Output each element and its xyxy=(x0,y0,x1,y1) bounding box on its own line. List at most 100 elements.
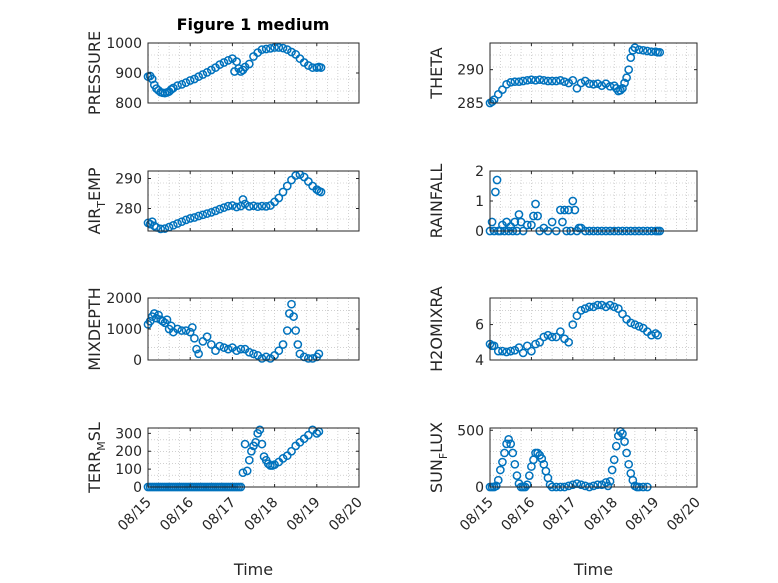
data-point xyxy=(630,320,640,329)
axes-box xyxy=(489,427,698,488)
data-point xyxy=(489,341,499,351)
data-point xyxy=(194,349,203,359)
data-point xyxy=(622,73,631,83)
data-point xyxy=(287,299,296,309)
data-point xyxy=(173,81,182,90)
data-point xyxy=(504,434,513,444)
data-point xyxy=(219,343,229,352)
data-point xyxy=(266,44,275,53)
data-point xyxy=(522,75,532,85)
y-tick-label: 285 xyxy=(457,96,484,112)
data-point xyxy=(312,185,322,194)
data-point xyxy=(576,480,586,490)
data-point xyxy=(529,211,538,221)
data-point xyxy=(647,47,656,57)
data-point xyxy=(244,455,254,465)
data-point xyxy=(502,347,511,357)
data-point xyxy=(564,337,574,347)
data-point xyxy=(202,209,212,218)
data-point xyxy=(547,332,557,342)
y-tick-label: 290 xyxy=(115,172,142,188)
data-point xyxy=(522,341,532,351)
y-tick-label: 290 xyxy=(457,63,484,79)
data-point xyxy=(185,76,195,85)
data-point xyxy=(257,354,267,363)
y-axis-label: AIRTEMP xyxy=(85,167,108,234)
data-point xyxy=(194,72,203,81)
data-point xyxy=(316,63,326,72)
data-point xyxy=(206,65,216,75)
data-point xyxy=(647,330,656,340)
y-tick-label: 0 xyxy=(133,480,142,496)
subplot-airemp: 280 290 AIRTEMP xyxy=(85,167,360,235)
data-point xyxy=(510,459,520,469)
data-point xyxy=(278,340,288,349)
data-point xyxy=(564,481,574,491)
data-point xyxy=(585,302,594,312)
data-point xyxy=(498,346,507,356)
data-point xyxy=(531,339,540,349)
data-point xyxy=(605,476,615,486)
data-point xyxy=(522,220,532,230)
data-point xyxy=(282,326,292,335)
data-point xyxy=(518,348,528,358)
data-point xyxy=(543,330,553,340)
data-point xyxy=(291,171,301,180)
data-point xyxy=(274,193,284,203)
grid xyxy=(147,170,360,232)
grid xyxy=(489,170,698,232)
data-point xyxy=(491,187,500,197)
data-point xyxy=(244,347,254,357)
data-point xyxy=(173,219,182,228)
data-point xyxy=(527,346,536,356)
data-point xyxy=(304,61,313,70)
y-tick-label: 2 xyxy=(475,164,484,180)
data-point xyxy=(487,97,497,107)
data-point xyxy=(626,318,636,328)
data-point xyxy=(622,448,631,458)
data-point xyxy=(539,75,549,85)
y-tick-label: 4 xyxy=(475,353,484,369)
data-point xyxy=(514,210,524,219)
data-point xyxy=(638,45,648,55)
data-point xyxy=(263,459,273,469)
data-point xyxy=(616,85,625,95)
data-point xyxy=(576,78,586,88)
data-point xyxy=(223,201,233,211)
data-point xyxy=(496,465,505,475)
data-point xyxy=(149,309,159,318)
data-point xyxy=(304,354,313,363)
data-point xyxy=(618,429,627,439)
data-point xyxy=(249,349,258,359)
y-tick-label: 900 xyxy=(115,66,142,82)
data-point xyxy=(556,205,565,215)
data-point xyxy=(580,304,590,313)
data-point xyxy=(190,213,199,222)
data-point xyxy=(493,475,503,485)
data-point xyxy=(558,217,567,227)
data-point xyxy=(642,46,652,56)
data-point xyxy=(551,76,561,86)
axes-box xyxy=(147,170,360,232)
data-point xyxy=(492,175,502,185)
y-tick-label: 1 xyxy=(475,194,484,210)
subplot-h2omixra: 4 6 H2OMIXRA xyxy=(427,286,698,372)
data-point xyxy=(560,77,569,87)
data-point xyxy=(620,437,629,446)
data-point xyxy=(215,204,225,214)
data-point xyxy=(556,75,565,85)
data-point xyxy=(198,70,208,79)
data-point xyxy=(274,43,284,52)
data-point xyxy=(624,459,634,469)
x-axis-label: Time xyxy=(233,560,273,579)
data-point xyxy=(219,203,229,212)
data-point xyxy=(620,78,629,88)
data-point xyxy=(597,300,607,310)
data-point xyxy=(242,466,252,476)
data-point xyxy=(593,300,602,310)
data-point xyxy=(308,354,317,363)
data-point xyxy=(601,302,611,312)
data-point xyxy=(572,311,582,321)
